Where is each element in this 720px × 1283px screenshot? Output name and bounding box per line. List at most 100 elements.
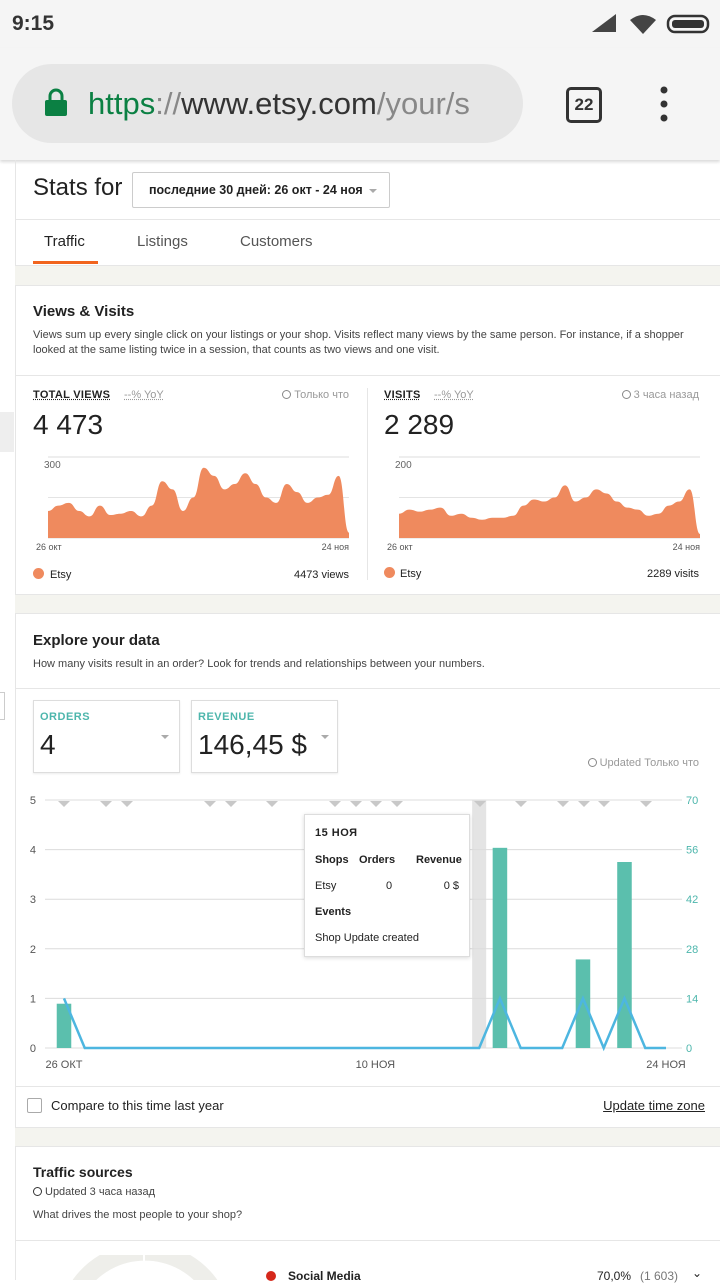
event-marker bbox=[598, 801, 610, 807]
lock-icon bbox=[44, 88, 68, 118]
y2-tick-label: 42 bbox=[686, 894, 698, 906]
tab[interactable]: Customers bbox=[240, 233, 313, 250]
screen: 9:15 https://www.etsy.com/your/s 22 Stat… bbox=[0, 0, 720, 1280]
selected-band bbox=[472, 800, 486, 1048]
area-chart: 300 26 окт 24 ноя bbox=[30, 450, 355, 555]
event-marker bbox=[370, 801, 382, 807]
y2-tick-label: 14 bbox=[686, 993, 698, 1005]
x-tick-label: 24 НОЯ bbox=[646, 1059, 686, 1071]
bar bbox=[576, 959, 591, 1048]
source-count: (1 603) bbox=[640, 1269, 678, 1283]
x-tick-label: 24 ноя bbox=[673, 542, 700, 552]
range-dropdown[interactable]: последние 30 дней: 26 окт - 24 ноя bbox=[132, 172, 390, 208]
updated: 3 часа назад bbox=[622, 389, 699, 401]
checkbox[interactable] bbox=[27, 1098, 42, 1113]
source-percent: 70,0% bbox=[597, 1269, 631, 1283]
url-scheme: https bbox=[88, 86, 155, 121]
status-icons bbox=[590, 12, 715, 38]
y-tick-label: 0 bbox=[30, 1043, 36, 1055]
legend-dot bbox=[384, 567, 395, 578]
yoy: --% YoY bbox=[124, 389, 164, 401]
url-path: /your/s bbox=[377, 86, 470, 121]
event-marker bbox=[350, 801, 362, 807]
event-marker bbox=[515, 801, 527, 807]
event-marker bbox=[58, 801, 70, 807]
divider bbox=[15, 375, 720, 376]
tab[interactable]: Traffic bbox=[44, 233, 85, 250]
page-border bbox=[15, 160, 16, 1280]
tab-underline bbox=[33, 261, 98, 264]
tooltip-cell: Etsy bbox=[315, 880, 336, 892]
url-separator: :// bbox=[155, 86, 181, 121]
section-description: Views sum up every single click on your … bbox=[33, 328, 703, 358]
section-title: Traffic sources bbox=[33, 1164, 133, 1180]
section-gap bbox=[15, 594, 720, 614]
y-tick-label: 3 bbox=[30, 894, 36, 906]
y-tick-label: 300 bbox=[44, 460, 61, 471]
bar bbox=[617, 862, 632, 1048]
source-name: Social Media bbox=[288, 1269, 361, 1283]
legend-label: Etsy bbox=[400, 568, 421, 580]
divider bbox=[367, 388, 368, 580]
x-tick-label: 26 окт bbox=[36, 542, 62, 552]
bar bbox=[493, 848, 508, 1048]
updated: Updated 3 часа назад bbox=[33, 1186, 155, 1198]
card-label: REVENUE bbox=[198, 711, 255, 723]
tab-count[interactable]: 22 bbox=[566, 87, 602, 123]
section-gap bbox=[15, 265, 720, 286]
metric-total: 2 289 bbox=[384, 409, 454, 441]
card-value: 146,45 $ bbox=[198, 729, 307, 761]
legend-total: 4473 views bbox=[294, 569, 349, 581]
event-marker bbox=[121, 801, 133, 807]
legend-label: Etsy bbox=[50, 569, 71, 581]
donut-chart bbox=[60, 1255, 230, 1280]
y2-tick-label: 70 bbox=[686, 795, 698, 807]
y2-tick-label: 28 bbox=[686, 944, 698, 956]
tooltip-events: Events bbox=[315, 906, 351, 918]
divider bbox=[15, 219, 720, 220]
metric-card[interactable]: ORDERS 4 bbox=[33, 700, 180, 773]
updated-text: Только что bbox=[644, 757, 699, 769]
y-tick-label: 200 bbox=[395, 460, 412, 471]
tooltip: 15 НОЯ Shops Orders Revenue Etsy 0 0 $ E… bbox=[304, 814, 470, 957]
tooltip-cell: 0 $ bbox=[444, 880, 459, 892]
event-marker bbox=[100, 801, 112, 807]
checkbox-label[interactable]: Compare to this time last year bbox=[51, 1098, 224, 1113]
metric-card[interactable]: REVENUE 146,45 $ bbox=[191, 700, 338, 773]
divider bbox=[15, 688, 720, 689]
tab[interactable]: Listings bbox=[137, 233, 188, 250]
y2-tick-label: 56 bbox=[686, 845, 698, 857]
x-tick-label: 24 ноя bbox=[322, 542, 349, 552]
section-title: Explore your data bbox=[33, 632, 160, 649]
tooltip-date: 15 НОЯ bbox=[315, 827, 358, 839]
area bbox=[399, 485, 700, 538]
event-marker bbox=[557, 801, 569, 807]
expand-chevron[interactable]: ⌄ bbox=[692, 1266, 702, 1280]
y-tick-label: 5 bbox=[30, 795, 36, 807]
card-value: 4 bbox=[40, 729, 56, 761]
url: https://www.etsy.com/your/s bbox=[88, 86, 470, 122]
section-gap bbox=[15, 1127, 720, 1147]
event-marker bbox=[329, 801, 341, 807]
event-marker bbox=[391, 801, 403, 807]
stats-title: Stats for bbox=[33, 174, 122, 202]
updated: Только что bbox=[282, 389, 349, 401]
section-description: What drives the most people to your shop… bbox=[33, 1209, 242, 1221]
menu-button[interactable] bbox=[656, 86, 672, 122]
yoy: --% YoY bbox=[434, 389, 474, 401]
updated-text: Только что bbox=[294, 389, 349, 401]
range-text: последние 30 дней: 26 окт - 24 ноя bbox=[149, 183, 363, 197]
divider bbox=[15, 1086, 720, 1087]
event-marker bbox=[225, 801, 237, 807]
clock: 9:15 bbox=[12, 12, 54, 36]
y-tick-label: 2 bbox=[30, 944, 36, 956]
event-marker bbox=[266, 801, 278, 807]
section-title: Views & Visits bbox=[33, 303, 134, 320]
updated-prefix: Updated bbox=[600, 757, 642, 769]
tooltip-cell: 0 bbox=[386, 880, 392, 892]
timezone-link[interactable]: Update time zone bbox=[603, 1098, 705, 1113]
event-marker bbox=[578, 801, 590, 807]
event-marker bbox=[640, 801, 652, 807]
metric-label: VISITS bbox=[384, 389, 421, 401]
x-tick-label: 26 окт bbox=[387, 542, 413, 552]
